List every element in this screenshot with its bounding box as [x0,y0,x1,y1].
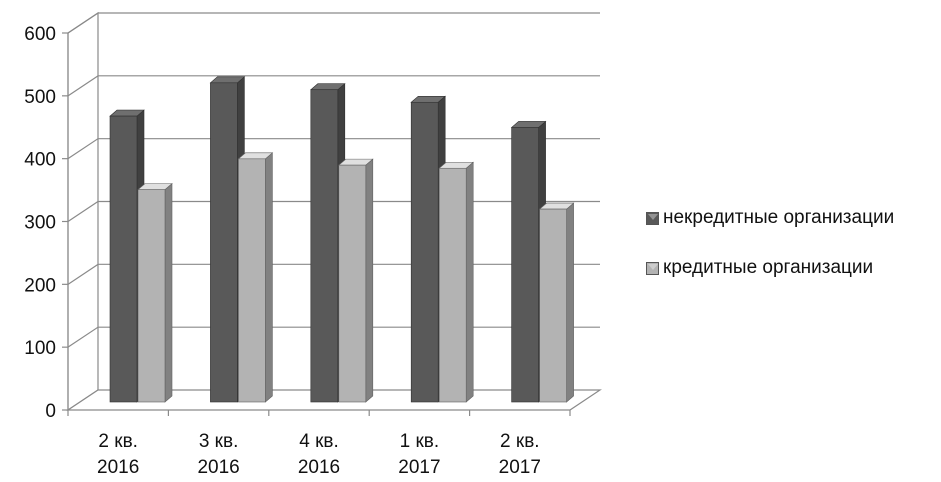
bar [337,158,374,403]
y-tick-label: 0 [45,401,56,422]
legend-item-bank: кредитные организации [646,256,894,280]
x-axis: 2 кв. 2016 3 кв. 2016 4 кв. 2016 1 кв. 2017 2 кв… [67,410,571,478]
bar [137,182,173,403]
bar-side [265,152,273,403]
bar-front [310,89,339,403]
bar-front [109,115,138,403]
y-tick-label: 200 [24,275,56,296]
bar [237,152,274,403]
y-tick-label: 100 [24,338,56,359]
gridline [67,75,600,97]
bar-front [511,127,539,403]
bar-front [338,164,367,403]
x-tick-label: 2016 [197,457,239,478]
y-tick-label: 600 [24,24,56,45]
y-tick-label: 500 [24,87,56,108]
x-tick-label: 3 кв. [199,431,239,452]
bar-front [238,158,266,403]
x-tick-label: 2016 [298,457,340,478]
bar-side [465,161,474,403]
x-tick-label: 2016 [97,457,139,478]
gridline [67,12,600,34]
bar-side [365,158,374,403]
bar-front [410,101,439,403]
legend-label-nonbank: некредитные организации [663,207,895,228]
bar [438,161,475,403]
y-tick-label: 400 [24,150,56,171]
bars [109,76,575,403]
bar [538,202,575,403]
legend-label-bank: кредитные организации [663,257,874,278]
x-tick-label: 2 кв. [98,431,138,452]
y-tick-label: 300 [24,213,56,234]
bar-side [164,182,173,403]
x-tick-label: 4 кв. [299,431,339,452]
bar-front [539,208,567,403]
x-tick-label: 1 кв. [400,431,440,452]
bar-side [566,202,574,403]
legend-swatch-bank [646,261,659,275]
y-axis: 0 100 200 300 400 500 600 [24,24,69,422]
x-tick-label: 2 кв. [500,431,540,452]
legend: некредитные организации кредитные органи… [646,206,894,306]
x-tick-label: 2017 [499,457,541,478]
bar-front [438,167,467,403]
legend-swatch-nonbank [646,211,659,225]
legend-item-nonbank: некредитные организации [646,206,894,230]
bar-front [137,189,166,403]
x-tick-label: 2017 [398,457,440,478]
bar-front [210,82,238,403]
